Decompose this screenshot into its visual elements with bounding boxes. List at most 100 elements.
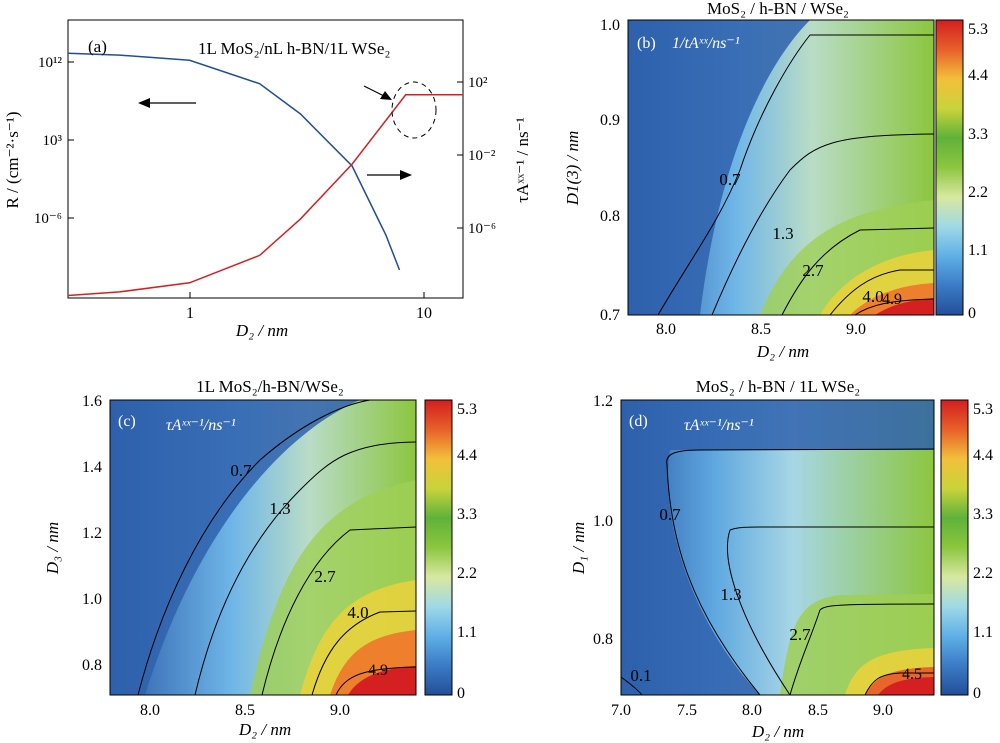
contour-label: 0.7 bbox=[719, 170, 741, 189]
x-tick-label: 8.5 bbox=[808, 702, 828, 719]
inverse-lifetime-curve bbox=[68, 94, 463, 297]
panel-b: MoS₂ / h-BN / WSe₂ (b) 1/tAˣˣ/ns⁻¹ 0.7 1… bbox=[563, 0, 988, 361]
left-arrow-icon bbox=[138, 98, 196, 108]
y-axis-label: D₃ / nm bbox=[43, 522, 62, 575]
y-tick-label: 0.7 bbox=[600, 307, 620, 324]
panel-a-title: 1L MoS₂/nL h-BN/1L WSe₂ bbox=[198, 39, 390, 58]
contour-label: 4.5 bbox=[902, 666, 922, 683]
contours-c bbox=[137, 400, 416, 695]
y-tick-label: 1.0 bbox=[600, 17, 620, 34]
colorbar-c-ticks: 5.3 4.4 3.3 2.2 1.1 0 bbox=[457, 401, 477, 702]
colorbar-tick: 4.4 bbox=[968, 67, 988, 84]
y-tick-label: 0.8 bbox=[82, 657, 102, 674]
colorbar-tick: 5.3 bbox=[973, 401, 993, 418]
contour-label: 0.7 bbox=[230, 461, 252, 480]
panel-b-label: (b) bbox=[637, 35, 656, 52]
low-region bbox=[628, 20, 810, 315]
peak-region bbox=[348, 666, 416, 695]
peak-region bbox=[878, 677, 934, 695]
panel-d-frame bbox=[620, 399, 935, 696]
y-tick-label: 1.6 bbox=[82, 393, 102, 410]
contour-label: 4.0 bbox=[862, 287, 883, 306]
colorbar-tick: 2.2 bbox=[973, 565, 993, 582]
y-tick-label: 1.2 bbox=[593, 393, 613, 410]
colorbar-tick: 2.2 bbox=[968, 184, 988, 201]
y-axis-label: D₁ / nm bbox=[569, 522, 588, 575]
x-tick-label: 8.5 bbox=[235, 702, 255, 719]
colorbar-tick: 4.4 bbox=[457, 447, 477, 464]
left-tick-label: 10⁻⁶ bbox=[34, 211, 62, 227]
right-tick-label: 10⁻² bbox=[468, 148, 496, 164]
contour-label: 1.3 bbox=[720, 585, 741, 604]
panel-c-frame bbox=[109, 399, 417, 696]
colorbar-tick: 0 bbox=[968, 305, 976, 322]
y-tick-label: 0.9 bbox=[600, 112, 620, 129]
right-tick-label: 10⁻⁶ bbox=[468, 221, 496, 237]
y-axis-label: D1(3) / nm bbox=[563, 131, 582, 207]
x-tick-label: 9.0 bbox=[846, 321, 866, 338]
x-tick-label: 10 bbox=[416, 305, 432, 322]
x-axis-label: D₂ / nm bbox=[238, 720, 291, 739]
x-tick-label: 8.5 bbox=[751, 321, 771, 338]
panel-c: 1L MoS₂/h-BN/WSe₂ (c) τAˣˣ⁻¹/ns⁻¹ 0.7 1.… bbox=[43, 377, 477, 739]
panel-d-title: MoS₂ / h-BN / 1L WSe₂ bbox=[696, 377, 860, 396]
panel-a: (a) 1L MoS₂/nL h-BN/1L WSe₂ 10¹² 10³ 10⁻… bbox=[3, 19, 532, 340]
pointer-arrow-icon bbox=[363, 85, 392, 100]
contour-label: 1.3 bbox=[269, 499, 290, 518]
panel-d-ticks: 7.0 7.5 8.0 8.5 9.0 1.2 1.0 0.8 bbox=[593, 393, 893, 719]
contour-label: 4.9 bbox=[368, 662, 388, 679]
right-tick-label: 10² bbox=[468, 75, 488, 91]
colorbar-d-ticks: 5.3 4.4 3.3 2.2 1.1 0 bbox=[973, 401, 993, 702]
x-tick-label: 8.0 bbox=[140, 702, 160, 719]
x-axis-label: D₂ / nm bbox=[756, 342, 809, 361]
colorbar-b-ticks: 5.3 4.4 3.3 2.2 1.1 0 bbox=[968, 21, 988, 322]
contour-label: 4.0 bbox=[347, 603, 368, 622]
y-tick-label: 1.2 bbox=[82, 525, 102, 542]
right-arrow-icon bbox=[367, 170, 412, 180]
colorbar-c bbox=[424, 399, 453, 696]
x-tick-label: 7.0 bbox=[611, 702, 631, 719]
x-tick-label: 1 bbox=[186, 305, 194, 322]
x-tick-label: 9.0 bbox=[873, 702, 893, 719]
colorbar-tick: 0 bbox=[973, 685, 981, 702]
x-tick-label: 7.5 bbox=[677, 702, 697, 719]
contours-b bbox=[657, 34, 934, 315]
y-tick-label: 0.8 bbox=[600, 208, 620, 225]
contour-label: 4.9 bbox=[882, 291, 902, 308]
left-tick-label: 10³ bbox=[43, 133, 63, 149]
panel-a-label: (a) bbox=[88, 37, 107, 56]
panel-c-ticks: 8.0 8.5 9.0 1.6 1.4 1.2 1.0 0.8 bbox=[82, 393, 350, 719]
panel-d-label: (d) bbox=[629, 413, 648, 430]
colorbar-tick: 2.2 bbox=[457, 565, 477, 582]
colorbar-d bbox=[940, 399, 969, 696]
x-tick-label: 8.0 bbox=[656, 321, 676, 338]
panel-d-quantity: τAˣˣ⁻¹/ns⁻¹ bbox=[684, 417, 754, 434]
low-region bbox=[621, 400, 934, 695]
colorbar-tick: 3.3 bbox=[457, 506, 477, 523]
colorbar-tick: 1.1 bbox=[973, 624, 993, 641]
colorbar-tick: 5.3 bbox=[968, 21, 988, 38]
colorbar-tick: 0 bbox=[457, 685, 465, 702]
low-region bbox=[110, 400, 360, 695]
y-tick-label: 1.0 bbox=[593, 513, 613, 530]
panel-a-frame bbox=[67, 19, 464, 299]
left-y-axis-label: R / (cm⁻²·s⁻¹) bbox=[3, 111, 22, 208]
x-axis-label: D₂ / nm bbox=[751, 722, 804, 741]
x-tick-label: 8.0 bbox=[742, 702, 762, 719]
y-tick-label: 1.4 bbox=[82, 459, 102, 476]
contour-label: 2.7 bbox=[789, 625, 811, 644]
panel-b-title: MoS₂ / h-BN / WSe₂ bbox=[707, 0, 849, 18]
y-tick-label: 0.8 bbox=[593, 631, 613, 648]
colorbar-tick: 3.3 bbox=[968, 126, 988, 143]
left-tick-label: 10¹² bbox=[38, 55, 62, 71]
dashed-circle bbox=[391, 81, 437, 139]
contour-label: 2.7 bbox=[802, 261, 824, 280]
colorbar-tick: 1.1 bbox=[457, 624, 477, 641]
colorbar-b bbox=[935, 19, 964, 316]
contour-label: 0.1 bbox=[630, 666, 651, 685]
contour-label: 1.3 bbox=[772, 224, 793, 243]
panel-c-title: 1L MoS₂/h-BN/WSe₂ bbox=[196, 377, 344, 396]
panel-a-ticks bbox=[68, 61, 463, 298]
panel-d: MoS₂ / h-BN / 1L WSe₂ (d) τAˣˣ⁻¹/ns⁻¹ 0.… bbox=[569, 377, 993, 741]
